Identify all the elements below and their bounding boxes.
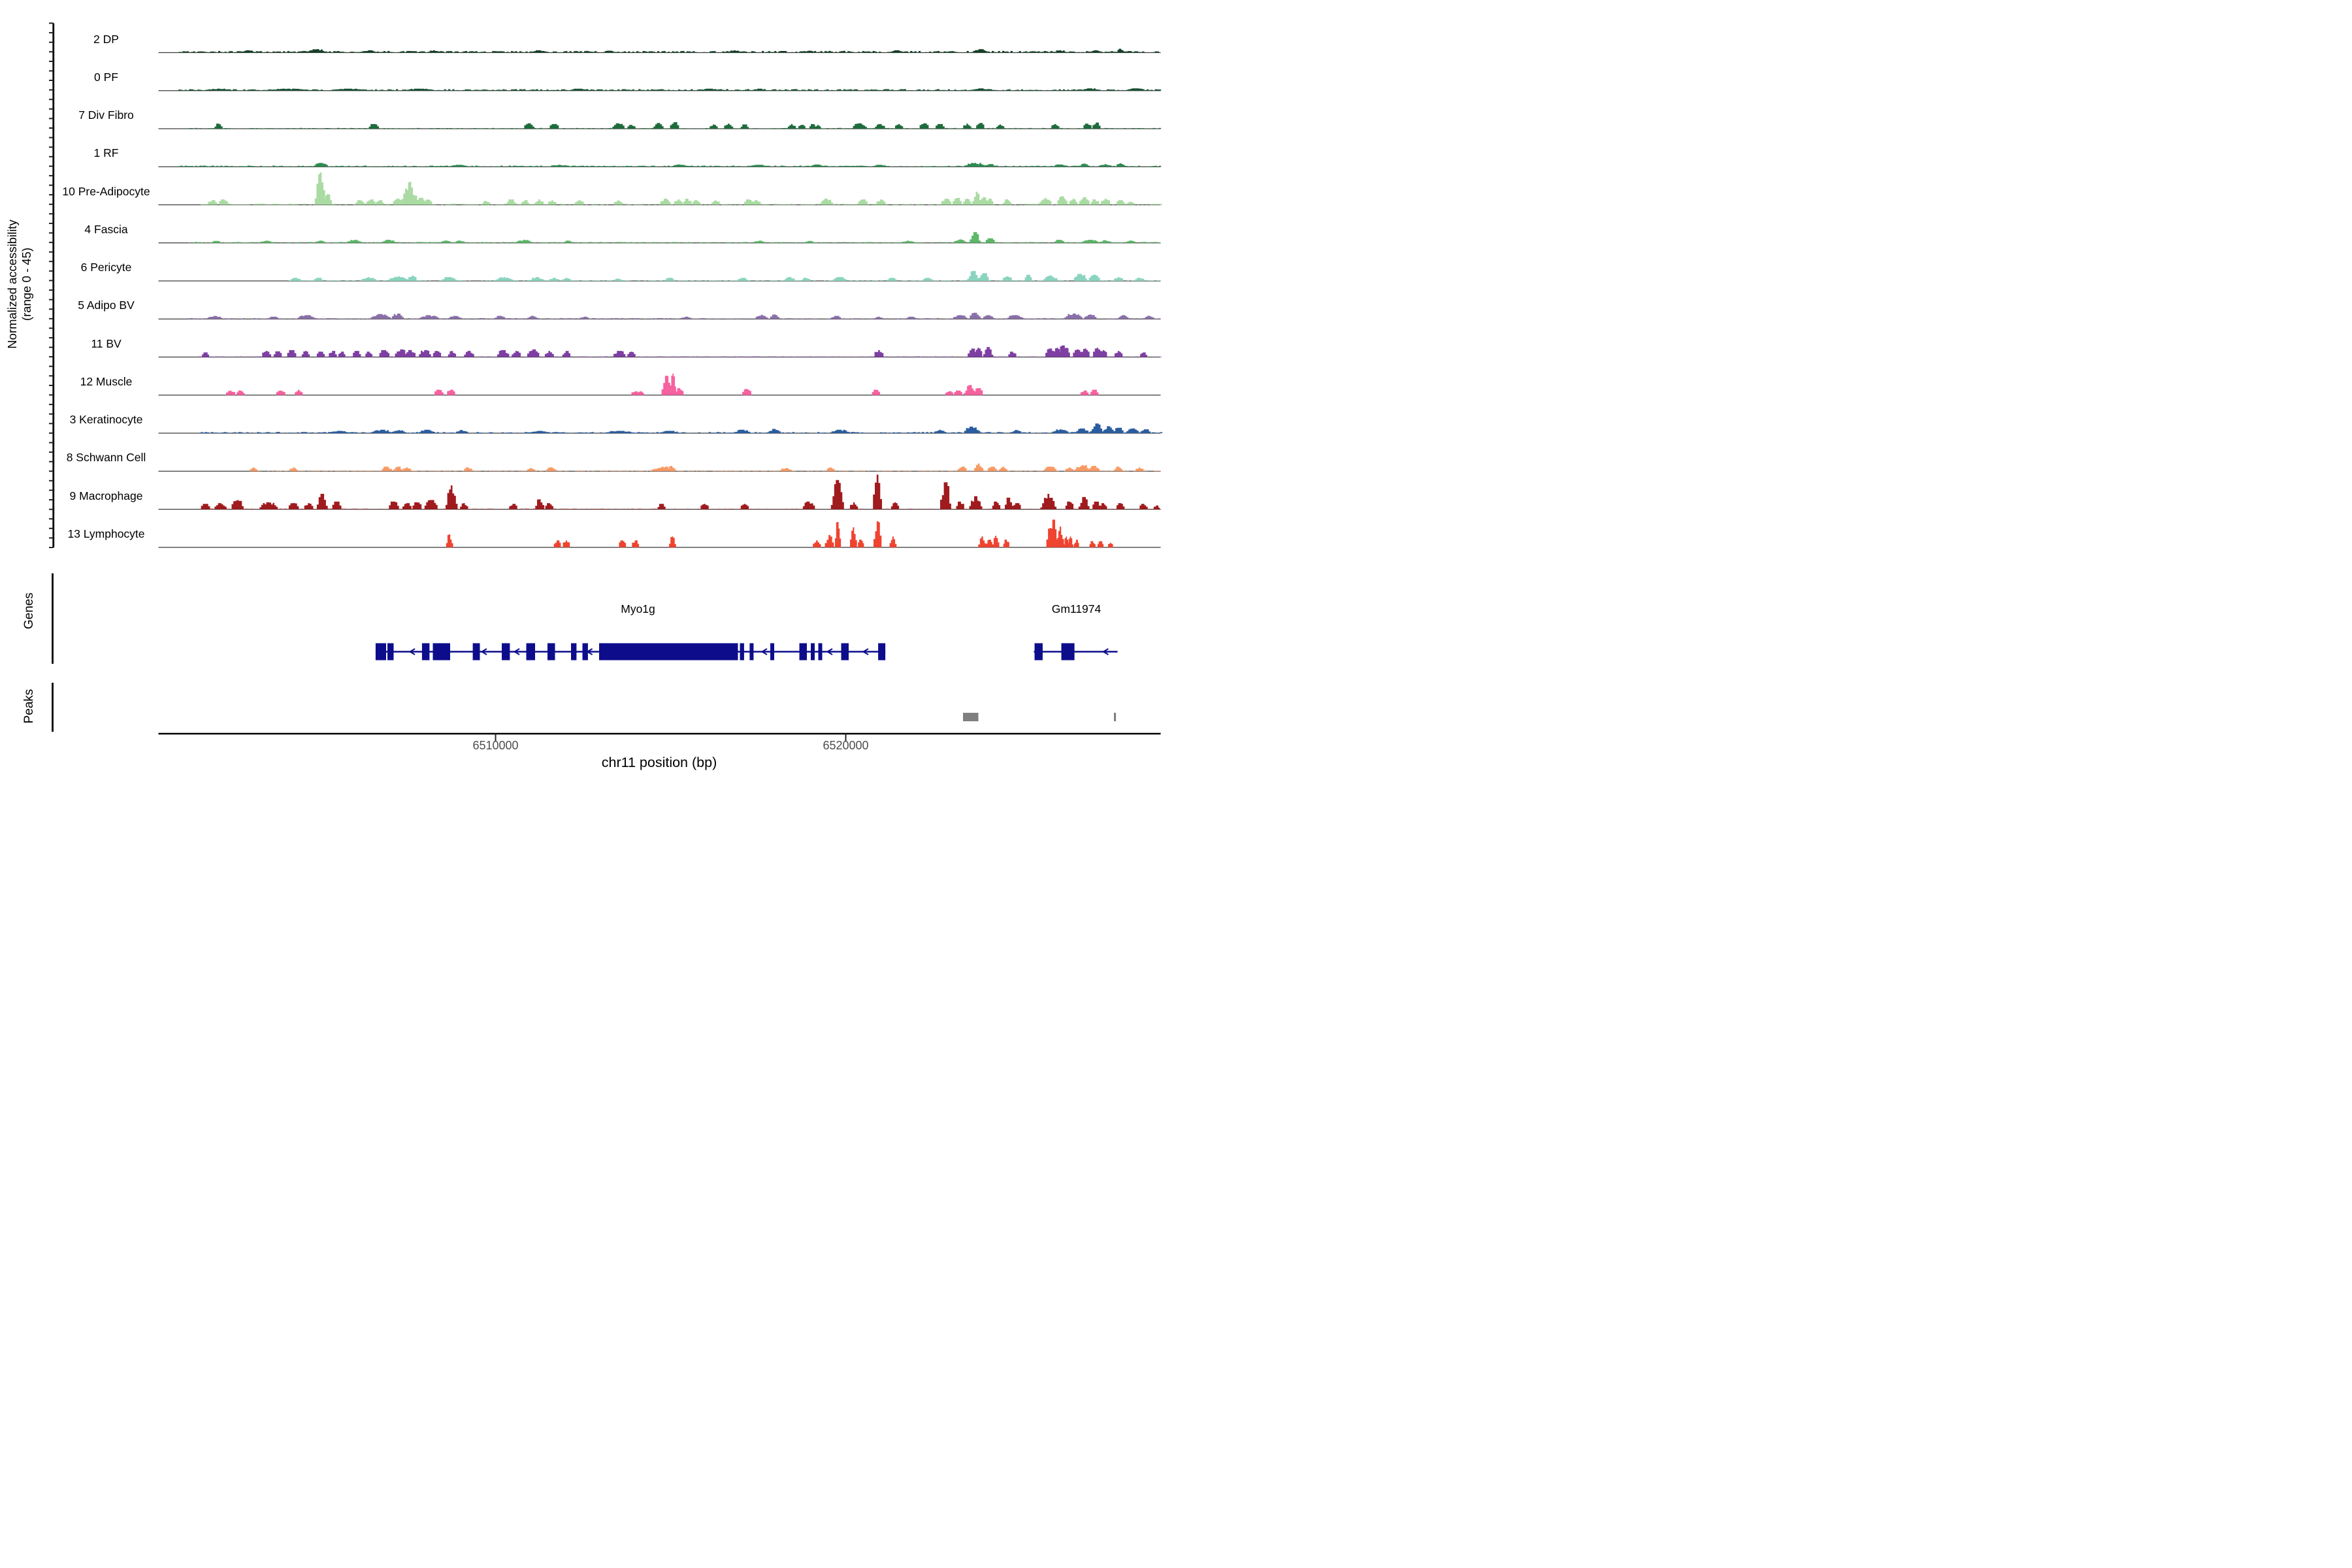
track-row: [158, 88, 1162, 91]
track-row: [158, 270, 1161, 282]
exon: [841, 643, 849, 661]
exon: [502, 643, 510, 661]
exon: [571, 643, 577, 661]
gene-model: [375, 643, 886, 661]
strand-arrow-icon: [1102, 648, 1109, 655]
exon: [547, 643, 555, 661]
coverage-area: [250, 463, 1160, 472]
coverage-area: [178, 48, 1160, 53]
tracks-canvas: [49, 22, 1163, 741]
gene-name-label: Gm11974: [1051, 602, 1102, 615]
gene-model: [1034, 643, 1118, 661]
track-label: 0 PF: [94, 70, 118, 84]
exon: [472, 643, 480, 661]
exon: [799, 643, 807, 661]
track-row: [158, 232, 1161, 244]
track-row: [158, 519, 1161, 548]
exon: [811, 643, 815, 661]
strand-arrow-icon: [760, 648, 768, 655]
track-label: 9 Macrophage: [69, 489, 143, 502]
peaks-section-label: Peaks: [22, 689, 36, 724]
exon: [433, 643, 450, 661]
exon: [375, 643, 386, 661]
exon: [818, 643, 823, 661]
x-axis-title: chr11 position (bp): [601, 755, 717, 770]
exon: [1034, 643, 1043, 661]
x-axis-tick-label: 6520000: [823, 739, 869, 752]
y-axis-title-line2: (range 0 - 45): [20, 247, 33, 321]
coverage-area: [198, 474, 1162, 510]
track-label: 6 Pericyte: [80, 261, 132, 274]
track-label: 3 Keratinocyte: [69, 413, 143, 426]
exon: [749, 643, 754, 661]
track-label: 5 Adipo BV: [78, 299, 135, 312]
coverage-area: [201, 172, 1163, 205]
track-row: [158, 474, 1162, 510]
coverage-area: [188, 312, 1161, 319]
coverage-area: [178, 88, 1162, 91]
track-row: [158, 163, 1162, 167]
track-row: [158, 172, 1163, 206]
gene-name-label: Myo1g: [621, 602, 655, 615]
y-axis-title-line1: Normalized accessibility: [5, 220, 19, 349]
exon: [740, 643, 744, 661]
track-row: [158, 373, 1161, 396]
coverage-plot-figure: Normalized accessibility (range 0 - 45) …: [0, 0, 1176, 784]
exon: [421, 643, 430, 661]
coverage-area: [446, 519, 1113, 547]
coverage-area: [188, 232, 1161, 243]
exon: [878, 643, 886, 661]
track-label: 2 DP: [93, 32, 119, 46]
strand-arrow-icon: [862, 648, 869, 655]
track-row: [158, 122, 1162, 129]
strand-arrow-icon: [586, 648, 593, 655]
peak-region-box: [963, 713, 979, 721]
coverage-area: [198, 345, 1163, 357]
exon: [1061, 643, 1075, 661]
coverage-area: [180, 122, 1162, 129]
strand-arrow-icon: [408, 648, 416, 655]
track-label: 1 RF: [93, 146, 119, 160]
track-label: 12 Muscle: [80, 374, 133, 388]
track-label: 13 Lymphocyte: [67, 527, 145, 540]
track-label: 10 Pre-Adipocyte: [62, 184, 150, 198]
peak-region-box: [1114, 713, 1117, 721]
exon: [770, 643, 774, 661]
track-label: 8 Schwann Cell: [66, 451, 146, 465]
coverage-area: [201, 423, 1163, 433]
track-label: 4 Fascia: [84, 222, 128, 236]
coverage-area: [178, 163, 1162, 167]
track-label: 7 Div Fibro: [78, 108, 134, 122]
track-row: [158, 48, 1161, 54]
track-label: 11 BV: [91, 336, 122, 350]
track-row: [158, 423, 1163, 434]
strand-arrow-icon: [513, 648, 520, 655]
x-axis-tick-label: 6510000: [472, 739, 519, 752]
strand-arrow-icon: [826, 648, 833, 655]
exon: [387, 643, 394, 661]
exon: [599, 643, 738, 661]
strand-arrow-icon: [480, 648, 487, 655]
coverage-area: [288, 270, 1161, 281]
exon: [526, 643, 535, 661]
coverage-area: [226, 373, 1099, 395]
exon: [582, 643, 588, 661]
track-row: [158, 345, 1163, 358]
track-row: [158, 463, 1161, 472]
track-row: [158, 312, 1161, 319]
